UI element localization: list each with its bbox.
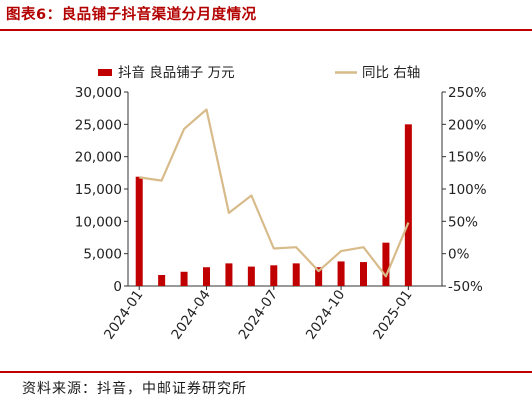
y-left-tick-label: 25,000 [75, 117, 122, 133]
y-right-tick-label: 150% [448, 150, 487, 166]
source-rule [0, 371, 532, 373]
legend: 抖音 良品铺子 万元 同比 右轴 [98, 64, 420, 81]
y-left-tick-label: 30,000 [75, 85, 122, 101]
y-left-tick-label: 5,000 [83, 247, 122, 263]
x-tick-label: 2025-01 [370, 287, 415, 342]
y-right-tick-label: 50% [448, 214, 478, 230]
bars-layer [135, 124, 412, 286]
bar [180, 271, 188, 286]
x-tick-label: 2024-01 [101, 287, 146, 342]
y-left-tick-label: 0 [113, 279, 122, 295]
source-note: 资料来源：抖音，中邮证券研究所 [22, 381, 247, 397]
legend-bar-swatch [98, 69, 112, 76]
line-layer [139, 108, 410, 278]
y-left-tick-label: 20,000 [75, 150, 122, 166]
y-left-tick-label: 10,000 [75, 214, 122, 230]
title-rule [0, 29, 532, 31]
x-tick-label: 2024-04 [168, 287, 213, 342]
bar [158, 275, 166, 286]
axes-layer [124, 91, 446, 290]
bar [270, 265, 278, 286]
y-right-tick-label: 250% [448, 85, 487, 101]
bar [135, 176, 143, 286]
bar [360, 262, 367, 286]
legend-bar-label: 抖音 良品铺子 万元 [118, 64, 235, 81]
bar [292, 263, 300, 286]
bar [337, 261, 345, 286]
x-tick-label: 2024-10 [303, 287, 348, 342]
bar [404, 124, 412, 286]
figure-title: 图表6：良品铺子抖音渠道分月度情况 [6, 7, 257, 23]
yoy-line [139, 108, 410, 278]
bar [225, 263, 233, 286]
y-left-tick-label: 15,000 [75, 182, 122, 198]
y-right-tick-label: 100% [448, 182, 487, 198]
x-tick-label: 2024-07 [236, 287, 281, 342]
bar [203, 267, 210, 286]
y-right-tick-label: 200% [448, 117, 487, 133]
bar [315, 267, 323, 286]
bar [247, 266, 255, 286]
bar [382, 242, 390, 286]
y-right-tick-label: -50% [448, 279, 483, 295]
y-right-tick-label: 0% [448, 247, 470, 263]
legend-line-label: 同比 右轴 [362, 65, 420, 81]
